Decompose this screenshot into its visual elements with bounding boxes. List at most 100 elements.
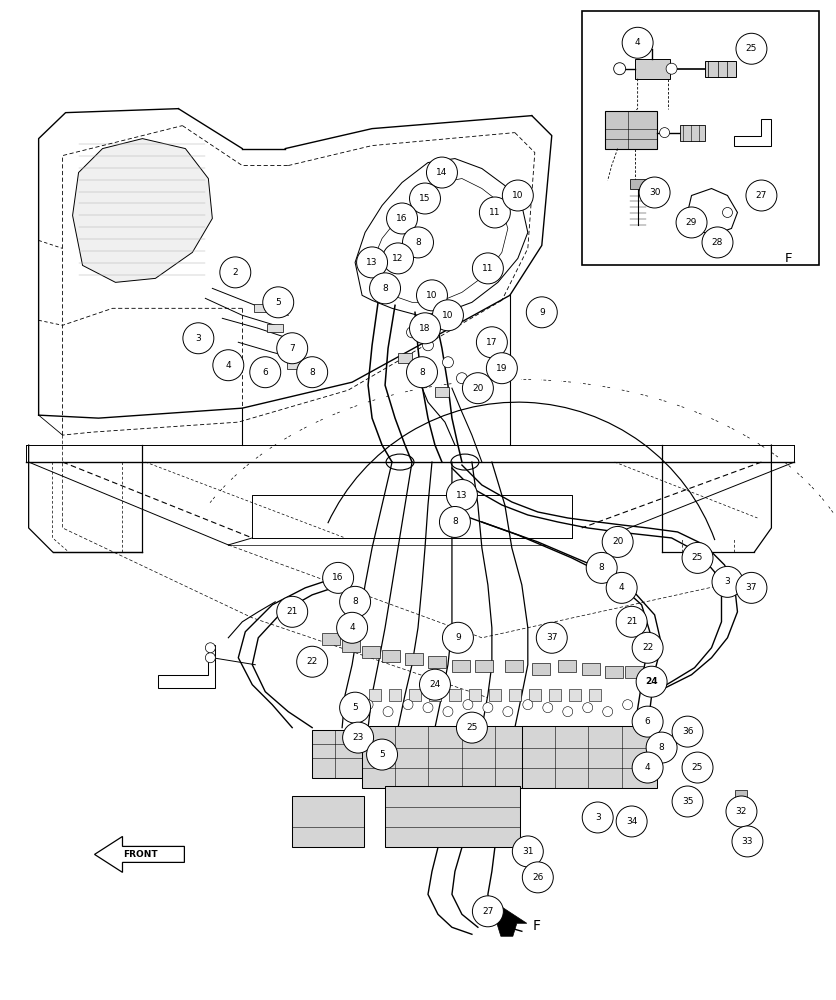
Circle shape (527, 297, 558, 328)
Bar (558, 660, 576, 672)
Circle shape (357, 247, 388, 278)
Circle shape (646, 732, 677, 763)
Circle shape (339, 586, 370, 617)
Text: 36: 36 (682, 727, 693, 736)
Text: 3: 3 (725, 577, 731, 586)
Circle shape (339, 692, 370, 723)
Bar (342, 640, 360, 652)
Bar (635, 59, 670, 79)
Circle shape (410, 313, 441, 344)
Text: 5: 5 (275, 298, 281, 307)
Circle shape (423, 703, 433, 713)
Circle shape (603, 707, 613, 717)
Text: 6: 6 (645, 717, 650, 726)
Text: 9: 9 (539, 308, 545, 317)
Circle shape (297, 646, 328, 677)
Bar (428, 656, 446, 668)
Bar (680, 125, 705, 141)
Text: 25: 25 (466, 723, 477, 732)
Bar (362, 646, 380, 658)
Bar (429, 689, 441, 701)
Bar (284, 344, 300, 352)
Circle shape (363, 700, 373, 710)
Circle shape (250, 357, 281, 388)
Bar (415, 367, 429, 377)
Text: 8: 8 (419, 368, 425, 377)
Polygon shape (73, 139, 212, 282)
Text: FRONT: FRONT (123, 850, 158, 859)
Bar (532, 663, 550, 675)
Circle shape (456, 712, 487, 743)
Circle shape (632, 752, 663, 783)
Bar (449, 689, 461, 701)
Circle shape (712, 566, 743, 597)
Text: 16: 16 (396, 214, 408, 223)
Bar (293, 796, 364, 847)
Text: 17: 17 (486, 338, 497, 347)
Bar (736, 790, 747, 798)
Text: 5: 5 (380, 750, 385, 759)
Circle shape (323, 562, 354, 593)
Text: 4: 4 (349, 623, 355, 632)
Text: 4: 4 (226, 361, 231, 370)
Text: 21: 21 (287, 607, 298, 616)
Bar (389, 689, 401, 701)
Circle shape (660, 128, 670, 138)
Text: 23: 23 (353, 733, 364, 742)
Text: 13: 13 (456, 491, 467, 500)
Circle shape (503, 707, 512, 717)
Text: 34: 34 (626, 817, 637, 826)
Text: 18: 18 (419, 324, 431, 333)
Circle shape (386, 203, 417, 234)
Text: 6: 6 (263, 368, 268, 377)
Circle shape (206, 653, 216, 663)
Circle shape (614, 63, 625, 75)
Polygon shape (94, 836, 185, 872)
Polygon shape (487, 906, 527, 936)
Bar (522, 726, 656, 788)
Circle shape (502, 180, 533, 211)
Bar (405, 653, 423, 665)
Circle shape (483, 703, 493, 713)
Text: 25: 25 (692, 763, 703, 772)
Text: 8: 8 (415, 238, 421, 247)
Circle shape (736, 33, 767, 64)
Text: 14: 14 (436, 168, 447, 177)
Bar (254, 304, 270, 312)
Circle shape (583, 703, 593, 713)
Circle shape (263, 287, 293, 318)
Bar (312, 730, 367, 778)
Text: 10: 10 (512, 191, 523, 200)
Text: 7: 7 (289, 344, 295, 353)
Circle shape (343, 722, 374, 753)
Bar (268, 324, 283, 332)
Text: 8: 8 (452, 517, 458, 526)
Circle shape (472, 253, 503, 284)
Text: 37: 37 (546, 633, 558, 642)
Circle shape (462, 373, 493, 404)
Circle shape (602, 526, 633, 557)
Text: 27: 27 (756, 191, 767, 200)
Text: 4: 4 (645, 763, 650, 772)
Bar (548, 689, 561, 701)
Bar (435, 387, 449, 397)
Circle shape (722, 207, 732, 217)
Circle shape (277, 596, 308, 627)
Bar (704, 242, 716, 248)
Circle shape (440, 506, 471, 537)
Circle shape (543, 703, 553, 713)
Text: 11: 11 (482, 264, 493, 273)
Text: F: F (533, 919, 541, 933)
Text: 29: 29 (686, 218, 697, 227)
Text: 20: 20 (472, 384, 483, 393)
Circle shape (443, 707, 453, 717)
Circle shape (402, 227, 434, 258)
Text: 2: 2 (232, 268, 238, 277)
Circle shape (606, 572, 637, 603)
Text: 9: 9 (455, 633, 461, 642)
Circle shape (370, 273, 400, 304)
Circle shape (432, 300, 463, 331)
Circle shape (422, 340, 434, 351)
Bar (624, 666, 643, 678)
Circle shape (636, 666, 667, 697)
